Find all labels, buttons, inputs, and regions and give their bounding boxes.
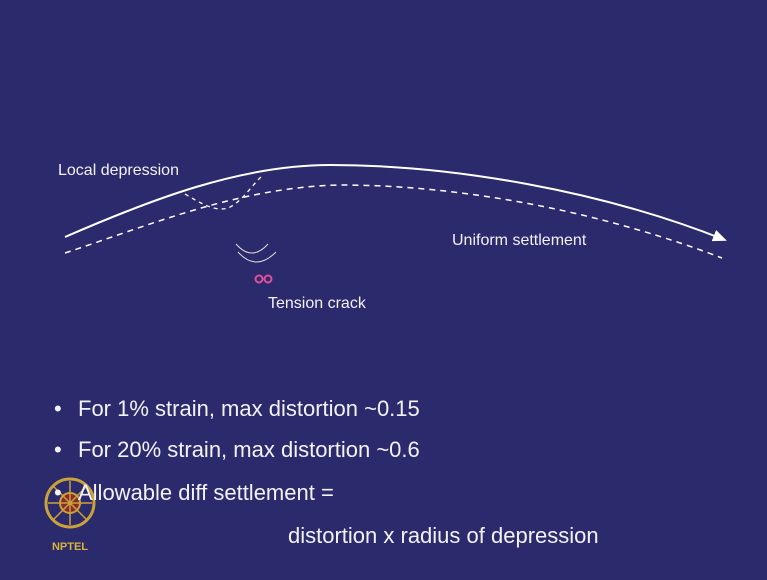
bullet: •For 20% strain, max distortion ~0.6 [54,437,420,463]
crack-marker [256,276,263,283]
depression-curve [185,176,262,209]
label: Uniform settlement [452,232,586,250]
bullet-text: For 20% strain, max distortion ~0.6 [78,437,420,462]
crack-arc [236,244,268,253]
bullet: •Allowable diff settlement = [54,480,334,506]
settled-curve [65,185,722,258]
bullet: •For 1% strain, max distortion ~0.15 [54,396,420,422]
label: Tension crack [268,295,366,313]
crack-arc [238,252,276,262]
bullet-text: Allowable diff settlement = [78,480,334,505]
slide: NPTEL Local depression Uniform settlemen… [0,0,767,580]
logo-text: NPTEL [52,541,88,553]
bullet-text: For 1% strain, max distortion ~0.15 [78,396,420,421]
crack-marker [265,276,272,283]
label: Local depression [58,162,179,180]
bullet-continuation: distortion x radius of depression [288,523,599,549]
